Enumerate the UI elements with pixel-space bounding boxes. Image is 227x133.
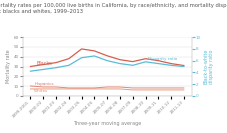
Text: Hispanics: Hispanics <box>34 82 54 86</box>
Text: Blacks: Blacks <box>37 61 52 66</box>
Text: Maternal mortality rates per 100,000 live births in California, by race/ethnicit: Maternal mortality rates per 100,000 liv… <box>0 3 227 14</box>
X-axis label: Three-year moving average: Three-year moving average <box>73 121 141 126</box>
Y-axis label: Black-to-white
disparity ratio: Black-to-white disparity ratio <box>203 49 213 84</box>
Text: Whites: Whites <box>34 89 48 93</box>
Text: Disparity ratio: Disparity ratio <box>147 57 177 61</box>
Y-axis label: Mortality rate: Mortality rate <box>6 50 11 83</box>
